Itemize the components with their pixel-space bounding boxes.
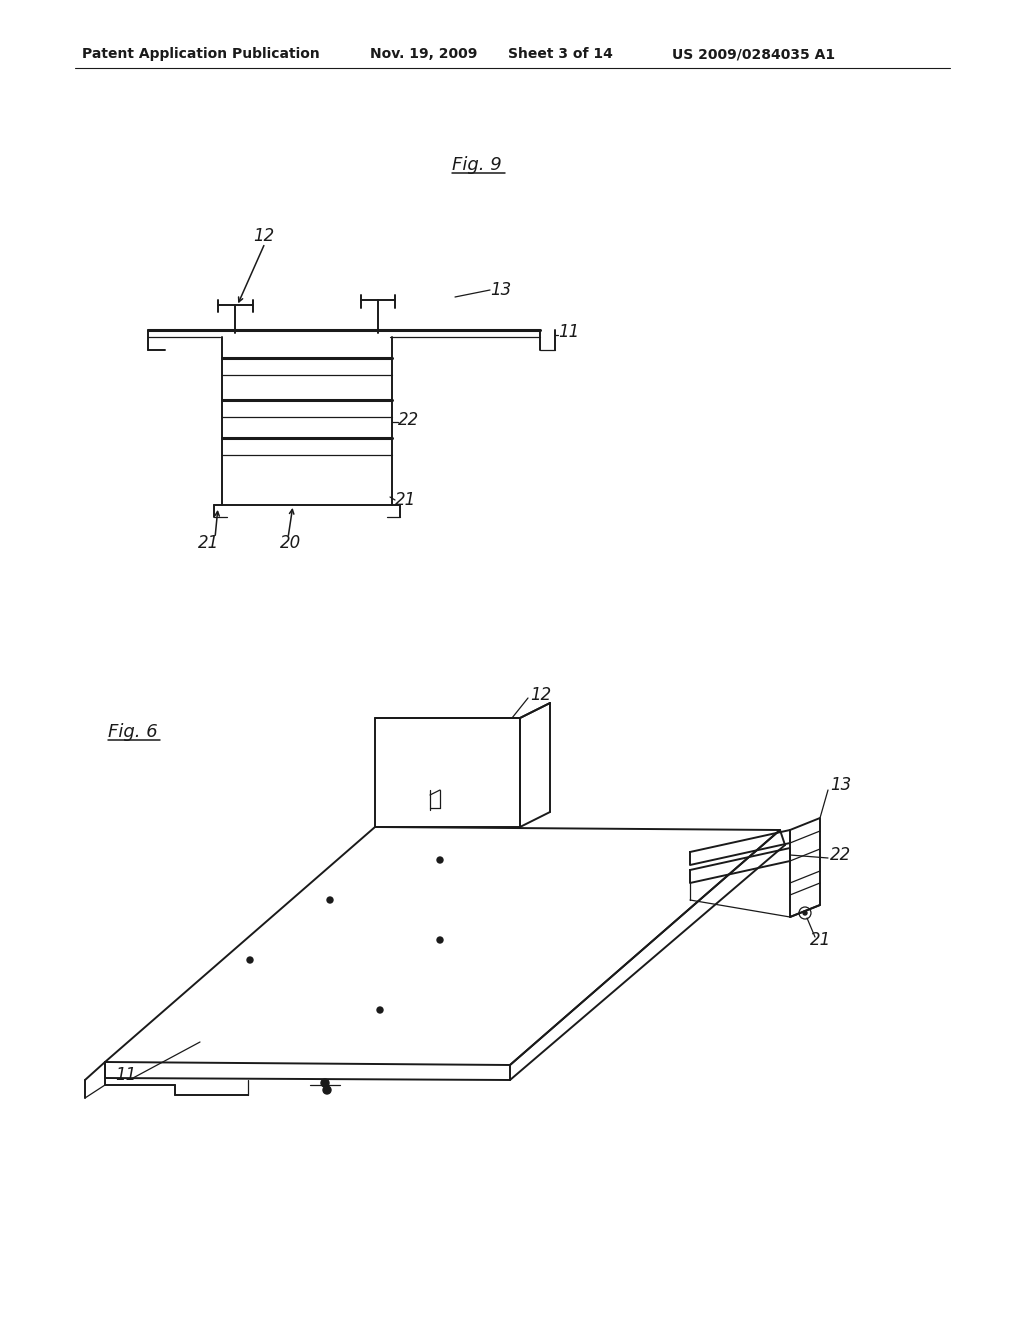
Text: 22: 22 bbox=[830, 846, 851, 865]
Text: 11: 11 bbox=[115, 1067, 136, 1084]
Circle shape bbox=[437, 937, 443, 942]
Circle shape bbox=[247, 957, 253, 964]
Text: Sheet 3 of 14: Sheet 3 of 14 bbox=[508, 48, 613, 61]
Text: US 2009/0284035 A1: US 2009/0284035 A1 bbox=[672, 48, 836, 61]
Text: Nov. 19, 2009: Nov. 19, 2009 bbox=[370, 48, 477, 61]
Circle shape bbox=[437, 857, 443, 863]
Circle shape bbox=[803, 911, 807, 915]
Text: 13: 13 bbox=[830, 776, 851, 795]
Text: Patent Application Publication: Patent Application Publication bbox=[82, 48, 319, 61]
Text: 12: 12 bbox=[253, 227, 274, 246]
Text: Fig. 6: Fig. 6 bbox=[108, 723, 158, 741]
Text: 21: 21 bbox=[810, 931, 831, 949]
Text: 11: 11 bbox=[558, 323, 580, 341]
Circle shape bbox=[321, 1078, 329, 1086]
Text: 13: 13 bbox=[490, 281, 511, 300]
Text: 21: 21 bbox=[395, 491, 416, 510]
Text: 20: 20 bbox=[280, 535, 301, 552]
Text: 21: 21 bbox=[198, 535, 219, 552]
Circle shape bbox=[327, 898, 333, 903]
Circle shape bbox=[323, 1086, 331, 1094]
Text: 22: 22 bbox=[398, 411, 419, 429]
Text: 12: 12 bbox=[530, 686, 551, 704]
Circle shape bbox=[377, 1007, 383, 1012]
Text: Fig. 9: Fig. 9 bbox=[452, 156, 502, 174]
